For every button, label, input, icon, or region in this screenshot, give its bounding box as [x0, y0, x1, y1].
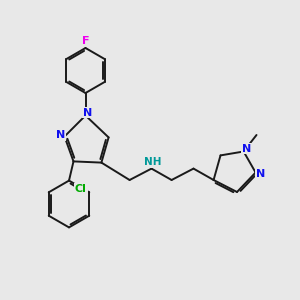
Text: F: F — [82, 36, 89, 46]
Text: N: N — [242, 143, 251, 154]
Text: N: N — [256, 169, 265, 179]
Text: Cl: Cl — [75, 184, 87, 194]
Text: N: N — [56, 130, 65, 140]
Text: N: N — [83, 107, 92, 118]
Text: NH: NH — [144, 157, 162, 167]
